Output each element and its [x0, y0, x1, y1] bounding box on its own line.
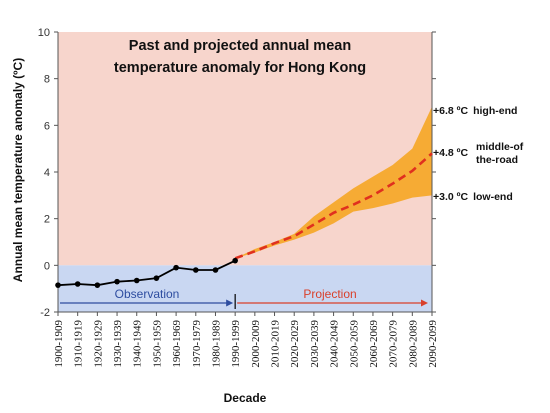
x-tick-label: 1900-1909	[53, 320, 65, 368]
observation-point	[94, 282, 101, 288]
high-end-value: +6.8 ºC	[433, 105, 468, 117]
x-tick-label: 2020-2029	[289, 320, 301, 368]
x-tick-label: 1970-1979	[191, 320, 203, 368]
observation-point	[114, 278, 120, 285]
middle-annotation-label-2: the-road	[476, 154, 518, 166]
y-axis: -2 0 2 4 6 8 10	[38, 27, 436, 319]
y-tick-label: 4	[44, 167, 50, 179]
x-tick-label: 1940-1949	[132, 320, 144, 368]
x-tick-label: 2040-2049	[329, 320, 341, 368]
period-arrows	[60, 294, 428, 309]
observation-line	[57, 259, 236, 287]
lower-background	[58, 265, 432, 312]
high-end-label: high-end	[473, 105, 517, 117]
x-tick-label: 2010-2019	[270, 320, 282, 368]
x-axis-label: Decade	[224, 391, 267, 405]
x-tick-label: 1950-1959	[151, 320, 163, 368]
x-tick-label: 2030-2039	[309, 320, 321, 368]
x-tick-label: 1930-1939	[112, 320, 124, 368]
y-tick-label: -2	[40, 307, 50, 319]
y-tick-label: 6	[44, 120, 50, 132]
x-tick-label: 2000-2009	[250, 320, 262, 368]
x-tick-label: 2070-2079	[388, 320, 400, 368]
low-end-value: +3.0 ºC	[433, 191, 468, 203]
observation-band-label: Observation	[115, 287, 180, 301]
x-tick-label: 1980-1989	[210, 320, 222, 368]
x-tick-label: 2060-2069	[368, 320, 380, 368]
observation-point	[153, 275, 160, 281]
x-tick-label: 2080-2089	[407, 320, 419, 368]
x-axis: 1900-1909 1910-1919 1920-1929 1930-1939 1940…	[53, 311, 439, 368]
observation-point	[133, 277, 140, 284]
high-end-annotation: +6.8 ºC high-end	[433, 105, 517, 117]
y-tick-label: 0	[44, 260, 50, 272]
projection-band-label: Projection	[303, 287, 356, 301]
observation-point	[173, 264, 179, 271]
observation-point	[74, 281, 81, 287]
y-axis-label: Annual mean temperature anomaly (ºC)	[11, 58, 25, 282]
chart-title-line-2: temperature anomaly for Hong Kong	[114, 60, 366, 76]
observation-point	[55, 282, 61, 288]
x-tick-label: 1910-1919	[73, 320, 85, 368]
middle-annotation-value: +4.8 ºC	[433, 147, 468, 159]
middle-annotation-label-1: middle-of	[476, 141, 524, 153]
observation-arrowhead	[226, 299, 234, 307]
x-tick-label: 1990-1999	[230, 320, 242, 368]
observation-point	[212, 267, 219, 273]
x-tick-label: 2090-2099	[427, 320, 439, 368]
x-tick-label: 2050-2059	[348, 320, 360, 368]
y-tick-label: 2	[44, 214, 50, 226]
observation-point	[232, 257, 238, 264]
x-tick-label: 1960-1969	[171, 320, 183, 368]
marker-layer	[55, 257, 238, 288]
y-tick-label: 8	[44, 74, 50, 86]
x-tick-label: 1920-1929	[92, 320, 104, 368]
y-tick-label: 10	[38, 27, 50, 39]
low-end-annotation: +3.0 ºC low-end	[433, 191, 513, 203]
series-layer	[57, 152, 433, 287]
low-end-label: low-end	[473, 191, 513, 203]
projection-line	[234, 152, 433, 260]
chart-title-line-1: Past and projected annual mean	[129, 38, 351, 54]
upper-background	[58, 32, 432, 266]
observation-point	[192, 267, 199, 273]
projection-arrowhead	[421, 299, 428, 307]
